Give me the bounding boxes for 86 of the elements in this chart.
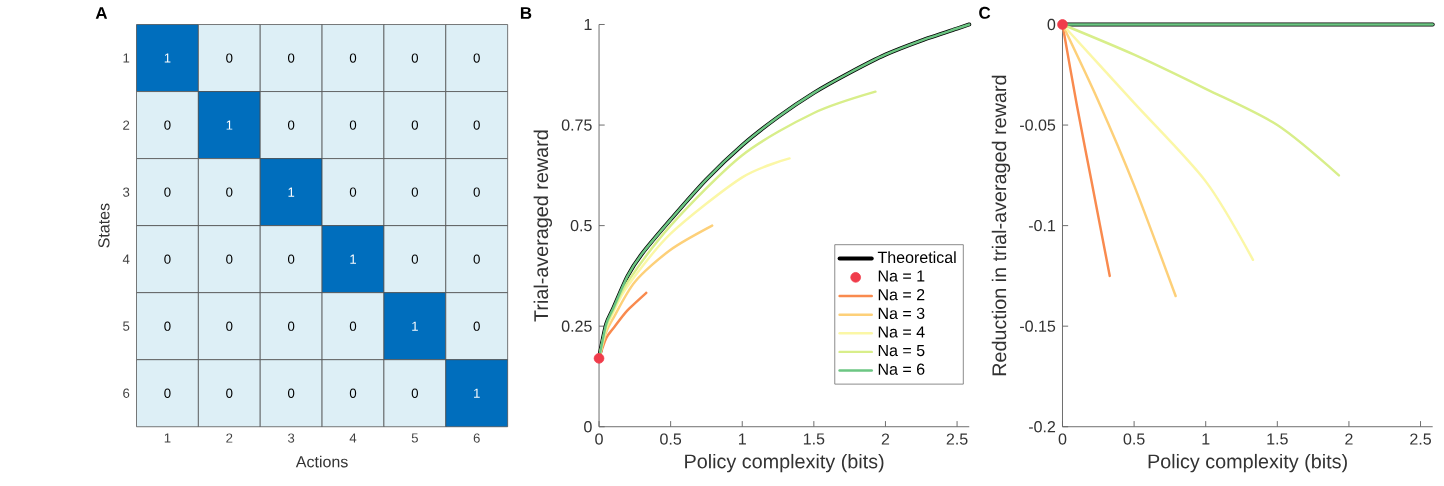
data-label: 0	[411, 388, 419, 398]
data-label: 0	[473, 254, 480, 264]
x-tick-label: 0.5	[1123, 433, 1145, 445]
chart-title: B	[520, 7, 532, 19]
y-tick-label: -0.2	[1028, 421, 1056, 433]
y-tick-label: 3	[123, 187, 130, 197]
y-tick-label: 6	[123, 388, 130, 398]
y-tick-label: 4	[122, 254, 130, 264]
data-label: 0	[349, 187, 357, 197]
data-label: 0	[226, 254, 233, 264]
data-label: 0	[164, 254, 171, 264]
x-tick-label: 1	[1202, 433, 1210, 445]
y-axis-title: Reduction in trial-averaged reward	[991, 75, 1011, 376]
data-label: 0	[473, 187, 480, 197]
y-tick-label: 2	[123, 120, 130, 130]
x-tick-label: 1	[739, 433, 746, 445]
data-label: 0	[164, 321, 171, 331]
data-label: 0	[287, 321, 295, 331]
data-label: 0	[411, 187, 419, 197]
x-tick-label: 3	[287, 433, 295, 443]
y-tick-label: -0.05	[1020, 119, 1056, 131]
data-label: 1	[288, 187, 295, 197]
legend-label: Theoretical	[877, 251, 956, 264]
x-tick-label: 0	[1058, 433, 1067, 445]
data-label: 0	[411, 120, 419, 130]
y-tick-label: 0	[584, 421, 592, 433]
y-tick-label: 5	[123, 321, 130, 331]
x-tick-label: 4	[349, 433, 357, 443]
x-tick-label: 0.5	[660, 433, 682, 445]
legend-label: Na = 6	[878, 363, 925, 375]
data-label: 0	[164, 187, 171, 197]
x-tick-label: 1	[164, 433, 171, 443]
data-label: 0	[411, 254, 419, 264]
data-label: 0	[287, 254, 295, 264]
data-label: 0	[349, 388, 357, 398]
y-tick-label: 0.75	[561, 119, 592, 131]
data-label: 0	[287, 120, 295, 130]
chart-title: C	[979, 6, 991, 19]
x-tick-label: 2.5	[1410, 433, 1431, 445]
x-axis-title: Policy complexity (bits)	[685, 453, 884, 473]
data-label: 0	[349, 53, 357, 63]
y-tick-label: 1	[584, 18, 592, 30]
x-tick-label: 1.5	[1267, 433, 1288, 445]
y-tick-label: 1	[123, 53, 130, 63]
x-axis-title: Policy complexity (bits)	[1148, 453, 1347, 473]
x-tick-label: 1.5	[803, 433, 825, 445]
x-tick-label: 2	[881, 433, 890, 445]
data-label: 0	[164, 120, 171, 130]
data-label: 0	[473, 53, 480, 63]
data-label: 0	[287, 53, 295, 63]
data-label: 0	[473, 321, 480, 331]
x-tick-label: 5	[411, 433, 418, 443]
data-label: 1	[350, 254, 357, 264]
data-label: 0	[226, 53, 233, 63]
y-tick-label: 0.25	[561, 320, 592, 332]
y-tick-label: -0.1	[1028, 219, 1056, 232]
legend-label: Na = 1	[878, 270, 925, 282]
data-label: 0	[287, 388, 295, 398]
y-tick-label: -0.15	[1020, 320, 1056, 332]
x-tick-label: 2	[1345, 433, 1353, 445]
x-tick-label: 0	[595, 433, 603, 445]
data-label: 1	[474, 388, 480, 398]
data-label: 0	[226, 187, 233, 197]
data-label: 0	[164, 388, 171, 398]
legend-label: Na = 2	[878, 288, 925, 301]
data-label: 1	[226, 120, 233, 130]
data-label: 0	[349, 321, 357, 331]
data-label: 0	[473, 120, 480, 130]
legend-label: Na = 5	[878, 344, 925, 357]
legend-label: Na = 3	[878, 307, 925, 319]
x-tick-label: 2	[226, 433, 233, 443]
x-tick-label: 2.5	[946, 433, 968, 445]
x-axis-title: Actions	[295, 455, 348, 468]
data-label: 0	[411, 53, 419, 63]
x-tick-label: 6	[473, 433, 480, 443]
y-tick-label: 0	[1047, 18, 1056, 31]
data-label: 0	[226, 321, 233, 331]
legend-label: Na = 4	[878, 326, 925, 338]
y-tick-label: 0.5	[570, 219, 592, 232]
data-label: 0	[349, 120, 357, 130]
data-label: 1	[412, 321, 418, 331]
data-label: 0	[226, 388, 233, 398]
y-axis-title: Trial-averaged reward	[533, 130, 553, 322]
y-axis-title: States	[98, 203, 110, 248]
chart-title: A	[95, 7, 108, 19]
data-label: 1	[164, 53, 171, 63]
